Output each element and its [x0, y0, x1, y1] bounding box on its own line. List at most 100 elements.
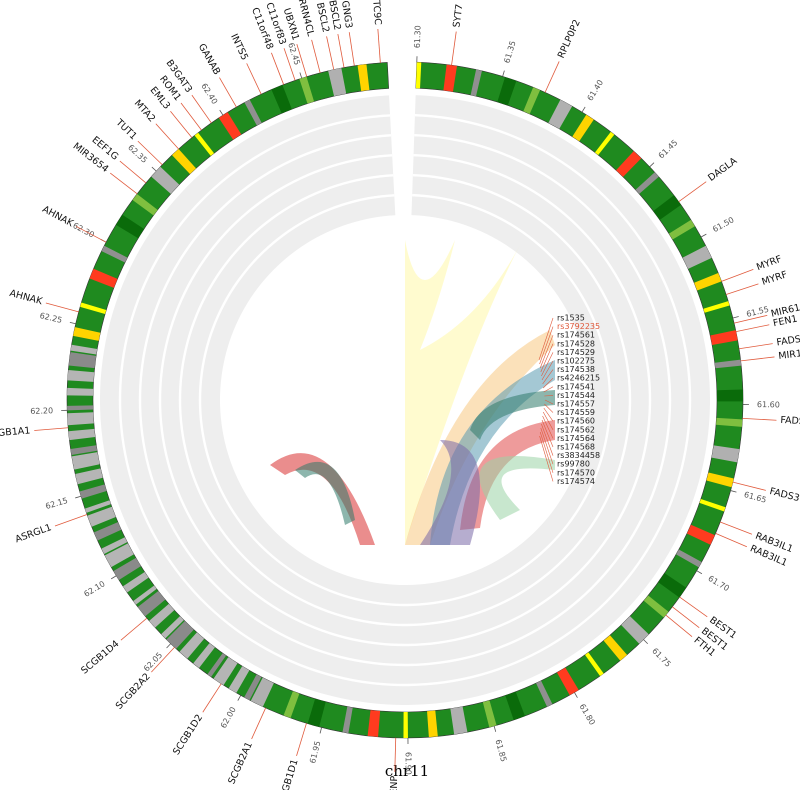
gene-leader [283, 48, 296, 81]
ideogram-band [548, 99, 573, 129]
gene-leader [672, 606, 700, 628]
tick-mark [75, 495, 82, 499]
ideogram-band [694, 272, 722, 291]
tick-label: 62.45 [286, 42, 302, 67]
ideogram-band [193, 643, 215, 669]
snp-label: rs174574 [557, 477, 595, 486]
gene-label: DAGLA [706, 155, 739, 183]
gene-leader [151, 646, 175, 673]
gene-label: INTS5 [228, 32, 250, 62]
ideogram-band [271, 84, 292, 114]
gene-label: SCGB2A1 [226, 740, 255, 786]
gene-leader [119, 160, 147, 184]
ideogram-band [572, 114, 594, 142]
ribbon [405, 240, 520, 545]
ideogram-band [686, 524, 715, 545]
gene-leader [544, 61, 560, 93]
ideogram-band [67, 405, 94, 411]
snp-label: rs174538 [557, 365, 595, 374]
tick-mark [581, 106, 586, 113]
ideogram-band [161, 616, 184, 639]
snp-label: rs174570 [557, 468, 595, 477]
snp-leader [540, 427, 554, 465]
tick-label: 61.60 [757, 400, 780, 409]
ideogram-band [470, 69, 482, 97]
ribbon [295, 461, 355, 525]
ideogram-band [497, 77, 517, 106]
gene-label: SCGB1D2 [171, 713, 205, 758]
gene-leader [734, 314, 768, 324]
gene-label: SYT7 [451, 3, 465, 28]
gene-leader [34, 427, 69, 431]
gene-label: ASRGL1 [14, 522, 53, 545]
tick-mark [69, 321, 76, 325]
snp-label: rs174529 [557, 348, 595, 357]
gene-label: FADS1 [776, 333, 800, 348]
ideogram-band [415, 62, 422, 89]
ideogram-band [122, 571, 149, 593]
snp-leader [544, 403, 554, 413]
gene-leader [665, 614, 693, 637]
tick-label: 62.20 [30, 406, 53, 416]
snp-label: rs174544 [557, 391, 595, 400]
gene-leader [740, 356, 775, 362]
snp-leader [542, 411, 554, 430]
tick-label: 62.00 [219, 705, 238, 729]
gene-leader [45, 302, 79, 313]
ideogram-band [603, 635, 628, 661]
gene-leader [54, 514, 88, 527]
tick-label: 62.35 [126, 143, 149, 165]
gene-leader [120, 617, 148, 641]
gene-label: SCGB1A1 [0, 425, 31, 440]
ideogram-band [179, 632, 205, 659]
ideogram-band [80, 302, 107, 315]
ideogram-band [67, 369, 95, 382]
ideogram-band [505, 691, 525, 721]
ideogram-band [482, 700, 497, 728]
ideogram-band [166, 621, 194, 649]
ideogram-band [101, 537, 128, 555]
ribbon [470, 390, 555, 440]
ribbon [460, 420, 555, 530]
gene-label: FADS3 [768, 486, 800, 504]
snp-label: rs4246215 [557, 374, 600, 383]
gene-leader [251, 707, 267, 740]
snp-leader [543, 386, 554, 393]
gene-leader [311, 39, 321, 73]
tick-label: 61.85 [493, 738, 508, 762]
snp-leader [542, 369, 554, 385]
snp-leader [539, 326, 554, 365]
ideogram-band [668, 219, 695, 240]
ideogram-band [84, 500, 111, 513]
snp-label: rs174561 [557, 331, 595, 340]
tick-label: 61.35 [502, 40, 517, 65]
tick-mark [696, 570, 703, 575]
ideogram-band [244, 674, 262, 701]
ideogram-band [75, 468, 103, 485]
gene-label: GANAB [196, 42, 222, 77]
ideogram-band [104, 543, 134, 568]
ideogram-band [228, 666, 250, 693]
ideogram-band [635, 172, 659, 194]
ideogram-band [307, 698, 326, 727]
ideogram-band [328, 68, 347, 97]
ideogram-band [132, 193, 158, 216]
gene-leader [742, 417, 777, 421]
snp-leader [543, 407, 554, 422]
ideogram-band [585, 652, 604, 677]
snp-leader [542, 377, 554, 389]
snp-label: rs102275 [557, 357, 595, 366]
ideogram-band [342, 706, 353, 734]
snp-leader [539, 431, 554, 473]
ideogram-band [621, 616, 649, 644]
tick-mark [237, 695, 242, 701]
ideogram-band [149, 603, 175, 628]
ideogram-band [523, 87, 541, 114]
ideogram-band [283, 691, 300, 719]
tick-mark [493, 725, 497, 732]
ideogram-band [299, 76, 315, 104]
ideogram-band [699, 498, 726, 512]
snp-label: rs174557 [557, 400, 595, 409]
gene-leader [725, 283, 759, 295]
